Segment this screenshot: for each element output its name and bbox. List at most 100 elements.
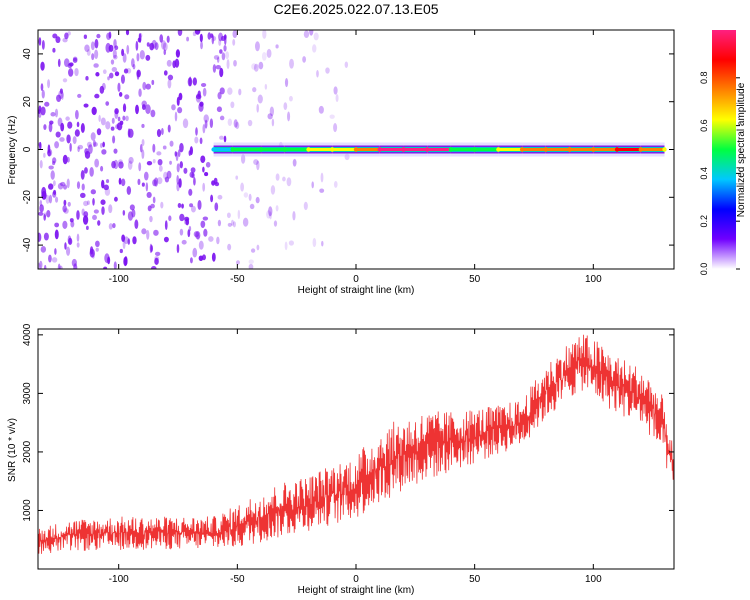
spectral-blob	[202, 166, 205, 173]
spectral-blob	[64, 242, 67, 250]
spectral-blob	[214, 181, 220, 187]
ridge-point	[638, 147, 643, 152]
spectral-blob	[204, 172, 209, 177]
y-tick-label: 2000	[22, 440, 33, 463]
spectral-blob	[105, 101, 110, 106]
spectral-blob	[243, 192, 249, 198]
y-tick-label: 20	[22, 96, 33, 108]
spectral-blob	[112, 135, 116, 144]
spectral-blob	[48, 122, 53, 133]
spectral-blob	[275, 44, 279, 49]
spectral-blob	[96, 128, 102, 136]
spectral-blob	[145, 83, 151, 90]
spectral-blob	[142, 81, 147, 91]
spectral-blob	[74, 129, 80, 137]
spectral-blob	[167, 124, 171, 133]
spectral-blob	[163, 236, 169, 243]
spectral-blob	[199, 137, 203, 145]
spectral-blob	[122, 239, 126, 250]
spectral-blob	[255, 196, 260, 204]
spectral-blob	[162, 42, 168, 52]
spectral-blob	[163, 70, 168, 76]
spectral-blob	[152, 196, 156, 204]
spectral-blob	[136, 70, 140, 80]
spectral-blob	[69, 142, 72, 152]
spectral-blob	[121, 48, 125, 57]
spectral-blob	[85, 75, 89, 81]
spectral-blob	[117, 82, 121, 93]
ridge-peak	[498, 148, 523, 151]
spectral-blob	[117, 116, 121, 122]
spectral-blob	[195, 94, 202, 100]
x-tick-label: 0	[353, 274, 359, 285]
spectral-blob	[190, 167, 196, 173]
ridge-point	[519, 147, 525, 152]
spectral-blob	[114, 71, 120, 77]
spectral-blob	[211, 252, 216, 262]
spectral-blob	[131, 208, 136, 218]
spectral-blob	[129, 204, 135, 211]
spectral-blob	[153, 229, 159, 236]
spectral-blob	[50, 170, 55, 180]
spectral-blob	[193, 177, 196, 186]
spectral-blob	[90, 41, 95, 51]
spectral-blob	[210, 194, 214, 203]
spectral-blob	[203, 114, 209, 123]
spectral-blob	[48, 165, 54, 170]
spectral-blob	[200, 155, 206, 163]
spectral-blob	[203, 228, 208, 237]
spectral-blob	[86, 200, 90, 206]
spectral-blob	[156, 128, 162, 138]
spectral-blob	[83, 34, 88, 39]
spectral-blob	[284, 77, 289, 88]
spectral-blob	[67, 201, 71, 207]
spectral-blob	[41, 89, 45, 99]
spectral-blob	[94, 38, 99, 49]
spectral-blob	[100, 199, 106, 206]
ridge-point	[282, 147, 288, 152]
y-tick-label: 3000	[22, 382, 33, 405]
spectral-blob	[256, 160, 260, 171]
spectral-blob	[94, 93, 100, 99]
x-tick-label: -100	[109, 574, 129, 585]
spectral-blob	[162, 145, 167, 150]
ridge-point	[591, 147, 596, 152]
spectral-blob	[288, 240, 295, 246]
spectral-blob	[256, 103, 259, 113]
spectral-blob	[66, 156, 70, 163]
spectral-blob	[269, 211, 272, 220]
ridge-peak	[450, 148, 475, 151]
spectral-blob	[219, 49, 223, 54]
x-tick-label: 50	[469, 574, 481, 585]
spectral-blob	[54, 108, 59, 118]
spectral-blob	[97, 220, 101, 226]
spectral-blob	[230, 101, 235, 109]
spectral-blob	[59, 265, 63, 269]
spectral-blob	[52, 161, 56, 166]
spectral-blob	[114, 108, 119, 115]
spectral-blob	[335, 94, 339, 103]
spectral-blob	[107, 76, 110, 81]
spectral-blob	[47, 149, 51, 157]
ridge-peak	[232, 148, 262, 151]
spectral-blob	[286, 177, 292, 187]
spectral-blob	[191, 205, 196, 213]
spectral-blob	[232, 30, 238, 38]
spectral-blob	[141, 100, 147, 107]
spectral-blob	[146, 42, 150, 47]
spectral-blob	[137, 37, 142, 43]
spectral-blob	[138, 32, 143, 38]
spectral-blob	[122, 103, 127, 113]
spectral-blob	[124, 256, 128, 266]
spectral-blob	[150, 109, 156, 118]
spectral-blob	[189, 257, 193, 264]
spectral-blob	[121, 234, 126, 242]
ridge-peak	[640, 148, 665, 151]
x-tick-label: 100	[585, 274, 602, 285]
y-tick-label: 1000	[22, 499, 33, 522]
colorbar-tick-label: 0.6	[699, 119, 709, 132]
spectral-blob	[110, 59, 115, 65]
spectral-blob	[90, 189, 96, 195]
spectral-blob	[329, 114, 335, 119]
spectral-blob	[127, 160, 133, 170]
